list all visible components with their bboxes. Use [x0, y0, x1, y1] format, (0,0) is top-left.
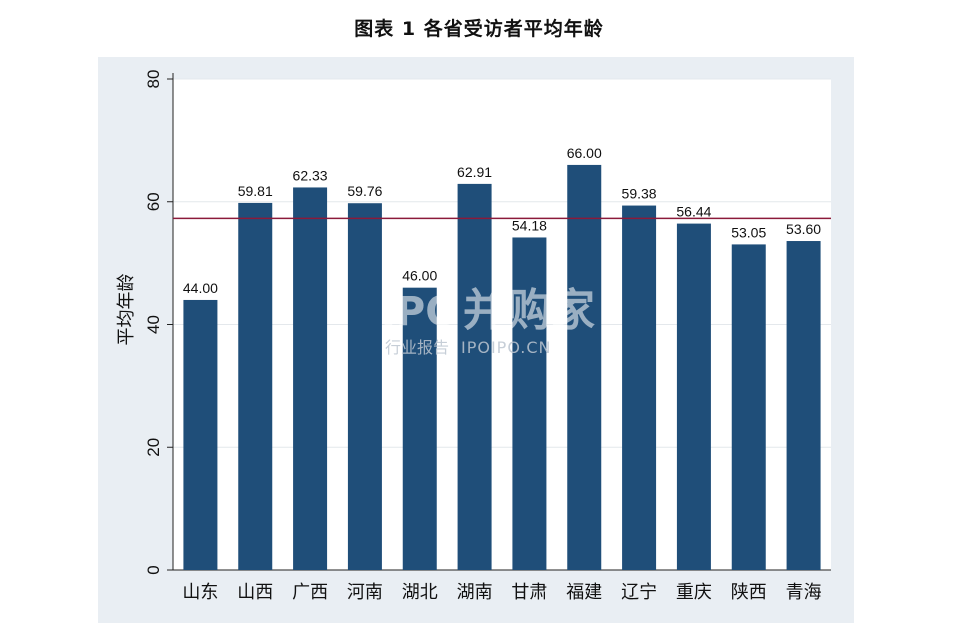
bar-value-label: 46.00	[402, 268, 437, 284]
y-axis-title: 平均年龄	[116, 274, 137, 346]
bar	[347, 203, 382, 570]
watermark-brand: IPO	[381, 289, 459, 335]
bar-chart: 0 20 40 60 80 平均年龄 44.00 山东 59.81 山西 62.33 广西 59.76 河…	[98, 57, 854, 623]
bar	[457, 183, 492, 570]
x-tick-label: 青海	[786, 582, 822, 603]
bar	[622, 205, 657, 571]
watermark-brand-cn: 并购家	[463, 285, 595, 336]
bar	[731, 244, 766, 570]
bar-value-label: 56.44	[676, 204, 711, 220]
bar-value-label: 59.76	[347, 183, 382, 199]
bar-value-label: 62.33	[293, 167, 328, 183]
watermark-line-en: IPOIPO.CN	[461, 338, 552, 357]
bar-value-label: 59.81	[238, 183, 273, 199]
figure-title: 图表 1 各省受访者平均年龄	[354, 18, 604, 40]
x-tick-label: 山东	[182, 582, 218, 603]
bar	[293, 187, 328, 570]
bar	[183, 299, 218, 570]
y-tick-label: 0	[144, 565, 163, 574]
bar	[402, 287, 437, 570]
x-tick-label: 湖南	[457, 582, 493, 603]
bar-value-label: 44.00	[183, 280, 218, 296]
bar-value-label: 66.00	[567, 145, 602, 161]
bar-value-label: 59.38	[622, 186, 657, 202]
bar-value-label: 53.05	[731, 224, 766, 240]
x-tick-label: 陕西	[731, 582, 767, 603]
chart-frame: 0 20 40 60 80 平均年龄 44.00 山东 59.81 山西 62.33 广西 59.76 河…	[98, 57, 854, 623]
x-tick-label: 河南	[347, 582, 383, 603]
x-tick-label: 甘肃	[511, 582, 547, 603]
x-tick-label: 辽宁	[621, 582, 657, 603]
x-tick-label: 福建	[566, 582, 602, 603]
bar	[786, 241, 821, 570]
y-tick-label: 20	[144, 438, 163, 457]
y-tick-label: 80	[144, 70, 163, 89]
x-tick-label: 湖北	[402, 582, 438, 603]
watermark-line-cn: 行业报告	[385, 338, 449, 357]
bar-value-label: 54.18	[512, 217, 547, 233]
bar	[512, 237, 547, 570]
bar	[567, 164, 602, 571]
x-tick-label: 广西	[292, 582, 328, 603]
x-tick-label: 重庆	[676, 582, 712, 603]
x-tick-label: 山西	[237, 582, 273, 603]
bar-value-label: 53.60	[786, 221, 821, 237]
y-tick-label: 40	[144, 315, 163, 334]
bar	[238, 202, 273, 570]
y-tick-label: 60	[144, 192, 163, 211]
bar-value-label: 62.91	[457, 164, 492, 180]
bar	[676, 223, 711, 571]
